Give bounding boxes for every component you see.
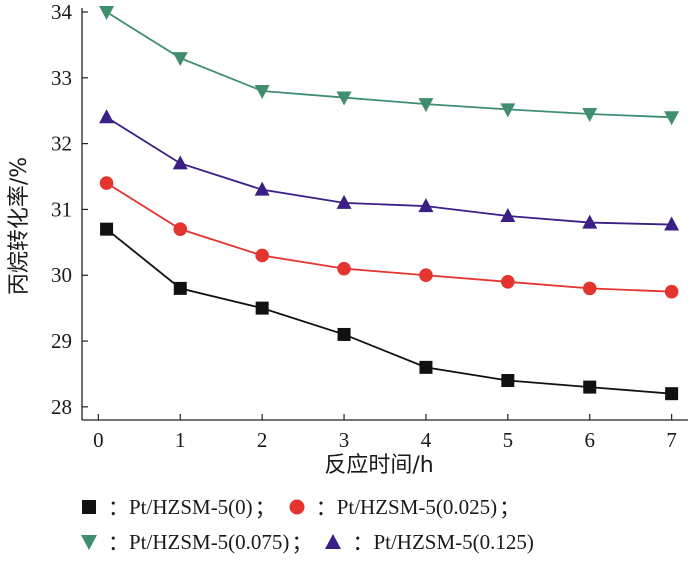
data-point bbox=[501, 374, 515, 388]
data-point bbox=[172, 52, 188, 67]
data-point bbox=[419, 268, 433, 283]
data-point bbox=[664, 284, 679, 299]
data-point bbox=[99, 176, 114, 190]
data-point bbox=[582, 281, 597, 296]
x-tick-label: 2 bbox=[257, 428, 268, 452]
data-point bbox=[500, 103, 516, 118]
legend-item: ： Pt/HZSM-5(0.025)； bbox=[286, 492, 530, 522]
y-tick-label: 34 bbox=[51, 0, 73, 24]
x-tick-label: 1 bbox=[175, 428, 186, 452]
data-point bbox=[254, 181, 270, 196]
legend-circle-marker bbox=[289, 499, 305, 515]
data-point bbox=[255, 301, 269, 315]
x-tick-label: 7 bbox=[666, 428, 677, 452]
y-tick-label: 28 bbox=[51, 395, 72, 419]
x-tick-label: 0 bbox=[93, 428, 104, 452]
legend-separator: ； bbox=[291, 531, 313, 555]
legend-label: Pt/HZSM-5(0.075) bbox=[129, 529, 290, 554]
data-point bbox=[100, 222, 114, 236]
data-point bbox=[418, 198, 434, 213]
data-point bbox=[173, 281, 187, 295]
x-tick-label: 6 bbox=[584, 428, 595, 452]
y-tick-label: 33 bbox=[51, 66, 72, 90]
data-point bbox=[172, 155, 188, 170]
data-point bbox=[664, 216, 680, 231]
legend-item: ： Pt/HZSM-5(0.075)； bbox=[78, 527, 322, 557]
data-point bbox=[336, 91, 352, 106]
data-point bbox=[173, 222, 188, 236]
legend-label: Pt/HZSM-5(0) bbox=[129, 494, 253, 519]
y-axis-title: 丙烷转化率/% bbox=[7, 157, 32, 295]
legend-item: ： Pt/HZSM-5(0.125) bbox=[322, 527, 534, 557]
legend-triangle-down-marker bbox=[81, 535, 97, 550]
data-point bbox=[665, 387, 679, 401]
x-tick-label: 4 bbox=[421, 428, 432, 452]
data-point bbox=[337, 261, 351, 276]
series-line-2 bbox=[106, 11, 672, 119]
x-tick-label: 3 bbox=[339, 428, 350, 452]
data-point bbox=[418, 98, 434, 113]
data-point bbox=[582, 214, 598, 229]
y-tick-label: 32 bbox=[51, 132, 72, 156]
data-point bbox=[255, 248, 269, 263]
data-point bbox=[254, 84, 270, 99]
data-point bbox=[501, 275, 515, 289]
y-tick-label: 30 bbox=[51, 263, 72, 287]
series-line-1 bbox=[106, 182, 672, 293]
data-point bbox=[336, 194, 352, 209]
x-axis-title: 反应时间/h bbox=[324, 453, 433, 478]
legend-separator: ； bbox=[499, 496, 521, 520]
legend-colon: ： bbox=[352, 531, 374, 555]
data-point bbox=[419, 360, 433, 374]
data-point bbox=[582, 108, 598, 122]
legend-label: Pt/HZSM-5(0.125) bbox=[373, 529, 534, 554]
x-tick-label: 5 bbox=[503, 428, 514, 452]
legend-colon: ： bbox=[108, 496, 129, 520]
legend-row: ： Pt/HZSM-5(0.075)；： Pt/HZSM-5(0.125) bbox=[78, 527, 534, 557]
series-line-3 bbox=[106, 116, 672, 226]
data-point bbox=[99, 6, 115, 20]
data-point bbox=[583, 380, 597, 394]
data-point bbox=[664, 111, 680, 126]
y-tick-label: 29 bbox=[51, 329, 72, 353]
data-point bbox=[99, 109, 115, 124]
y-tick-label: 31 bbox=[51, 197, 72, 221]
legend-item: ： Pt/HZSM-5(0)； bbox=[78, 492, 286, 522]
series-line-0 bbox=[106, 228, 672, 395]
legend-colon: ： bbox=[315, 496, 337, 520]
legend-colon: ： bbox=[108, 531, 129, 555]
legend-triangle-up-marker bbox=[325, 534, 342, 549]
data-point bbox=[337, 327, 351, 341]
legend-row: ： Pt/HZSM-5(0)；： Pt/HZSM-5(0.025)； bbox=[78, 492, 530, 522]
legend-square-marker bbox=[82, 500, 96, 514]
legend-separator: ； bbox=[254, 496, 276, 520]
legend-label: Pt/HZSM-5(0.025) bbox=[336, 494, 498, 519]
data-point bbox=[500, 208, 516, 222]
